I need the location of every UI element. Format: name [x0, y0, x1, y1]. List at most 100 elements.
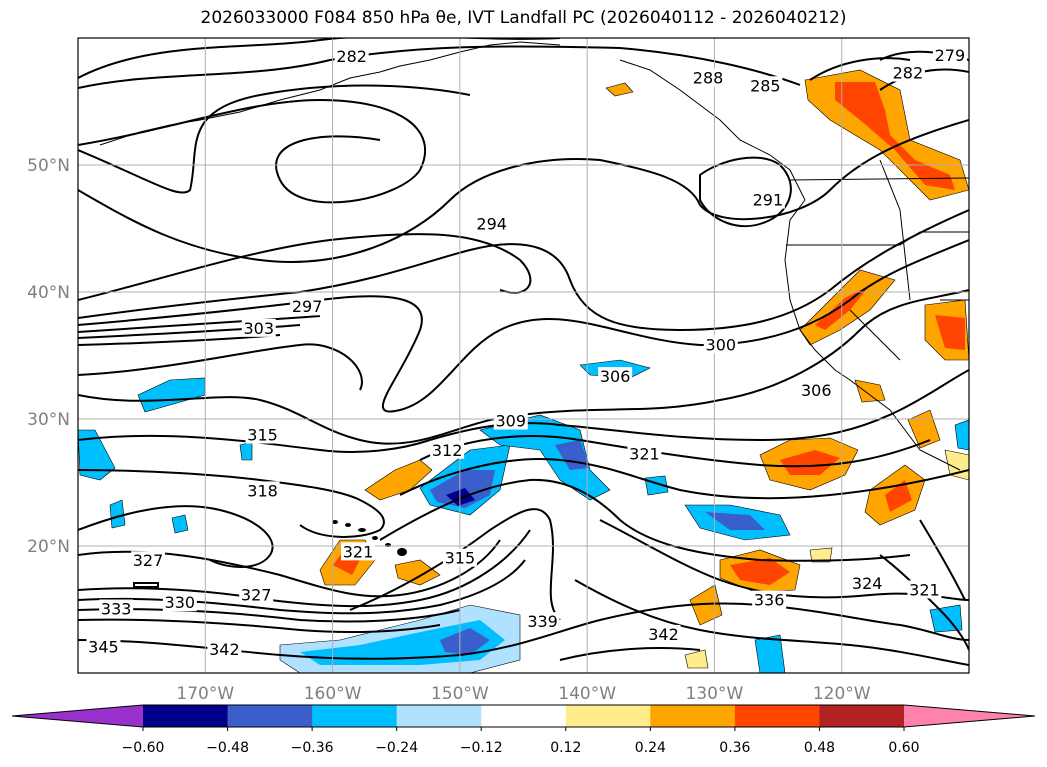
colorbar-bin	[396, 705, 482, 727]
contour-label-bg	[290, 297, 325, 316]
contour-label-bg	[691, 68, 726, 87]
contour-label: 318	[247, 481, 278, 500]
contour-label: 345	[88, 638, 119, 657]
contour-label: 288	[693, 69, 724, 88]
contour-label-bg	[703, 335, 738, 354]
colorbar-bin	[481, 705, 567, 727]
contour-label: 306	[600, 367, 631, 386]
colorbar-tick-label: 0.24	[635, 740, 666, 756]
contour-label: 336	[754, 591, 785, 610]
colorbar-tick-label: 0.60	[888, 740, 919, 756]
contour-label: 291	[753, 191, 784, 210]
colorbar: −0.60 −0.48 −0.36 −0.24 −0.12 0.12 0.24 0.36 0.4…	[11, 704, 1036, 756]
contour-label-bg	[907, 580, 942, 599]
colorbar-extend-low	[12, 705, 143, 727]
contour-label-bg	[748, 76, 783, 95]
contour-label: 330	[165, 593, 196, 612]
contour-label: 342	[209, 640, 240, 659]
contour-label: 321	[629, 445, 660, 464]
contour-label-bg	[474, 214, 509, 233]
colorbar-tick-label: 0.12	[550, 740, 581, 756]
colorbar-tick-label: −0.36	[291, 740, 334, 756]
contour-label-bg	[799, 381, 834, 400]
contour-label-bg	[627, 444, 662, 463]
contour-label: 282	[336, 47, 367, 66]
colorbar-tick-label: −0.24	[375, 740, 418, 756]
contour-label: 327	[241, 586, 272, 605]
contour-label: 315	[247, 426, 278, 445]
contour-label: 309	[495, 412, 526, 431]
lon-tick-label: 120°W	[813, 684, 871, 704]
ivt-shading	[78, 69, 969, 673]
lon-tick-label: 150°W	[431, 684, 489, 704]
map-frame	[77, 37, 970, 674]
colorbar-tick-label: −0.12	[460, 740, 503, 756]
colorbar-bin	[819, 705, 905, 727]
contour-label-bg	[750, 190, 785, 209]
contour-label-bg	[245, 481, 280, 500]
contour-label-bg	[99, 599, 134, 618]
contour-label-bg	[341, 542, 376, 561]
lon-tick-label: 130°W	[686, 684, 744, 704]
colorbar-tick-label: 0.36	[719, 740, 750, 756]
contour-label: 342	[648, 625, 679, 644]
colorbar-bin	[312, 705, 398, 727]
contour-label: 300	[706, 335, 737, 354]
contour-label-bg	[207, 640, 242, 659]
contour-label: 294	[476, 215, 507, 234]
colorbar-bin	[650, 705, 736, 727]
contour-label-bg	[131, 551, 166, 570]
contour-label-bg	[245, 425, 280, 444]
lon-tick-label: 140°W	[558, 684, 616, 704]
colorbar-bin	[734, 705, 820, 727]
contour-label: 321	[909, 580, 940, 599]
longitude-tick-labels: 170°W 160°W 150°W 140°W 130°W 120°W	[176, 684, 870, 704]
contour-label: 285	[750, 76, 781, 95]
contour-label-bg	[598, 367, 633, 386]
contour-label-bg	[932, 45, 967, 64]
contour-label-bg	[86, 637, 121, 656]
lon-tick-label: 170°W	[176, 684, 234, 704]
contour-label-bg	[430, 440, 465, 459]
contour-labels: 282 279 282 288 285 291 294 297 303 300 306 306 309 3…	[86, 45, 967, 659]
lon-tick-label: 160°W	[304, 684, 362, 704]
colorbar-bin	[227, 705, 313, 727]
contour-label: 339	[527, 612, 558, 631]
contour-label: 279	[935, 46, 966, 65]
latitude-tick-labels: 50°N 40°N 30°N 20°N	[27, 156, 70, 557]
contour-label: 282	[893, 64, 924, 83]
map-background	[78, 38, 969, 673]
contour-label: 306	[801, 381, 832, 400]
contour-label-bg	[442, 548, 477, 567]
contour-label: 303	[243, 319, 274, 338]
contour-label: 315	[445, 549, 476, 568]
contour-label: 324	[852, 574, 883, 593]
theta-e-contours	[78, 38, 969, 666]
grid-lines	[78, 38, 969, 673]
colorbar-tick-label: 0.48	[804, 740, 835, 756]
contour-label-bg	[850, 574, 885, 593]
contour-label-bg	[493, 411, 528, 430]
lat-tick-label: 40°N	[27, 283, 70, 303]
contour-label-bg	[752, 590, 787, 609]
contour-label-bg	[525, 612, 560, 631]
contour-label-bg	[162, 593, 197, 612]
colorbar-bin	[143, 705, 229, 727]
contour-label: 312	[432, 441, 463, 460]
lat-tick-label: 50°N	[27, 156, 70, 176]
chart-title: 2026033000 F084 850 hPa θe, IVT Landfall…	[200, 8, 847, 28]
contour-label: 333	[101, 600, 132, 619]
contour-label-bg	[241, 318, 276, 337]
colorbar-extend-high	[904, 705, 1035, 727]
contour-label-bg	[239, 585, 274, 604]
lat-tick-label: 20°N	[27, 537, 70, 557]
colorbar-bin	[565, 705, 651, 727]
contour-label: 327	[133, 551, 164, 570]
lat-tick-label: 30°N	[27, 410, 70, 430]
contour-label-bg	[890, 63, 925, 82]
colorbar-tick-label: −0.48	[206, 740, 249, 756]
contour-label: 321	[343, 542, 374, 561]
contour-label: 297	[292, 297, 323, 316]
colorbar-tick-label: −0.60	[122, 740, 165, 756]
